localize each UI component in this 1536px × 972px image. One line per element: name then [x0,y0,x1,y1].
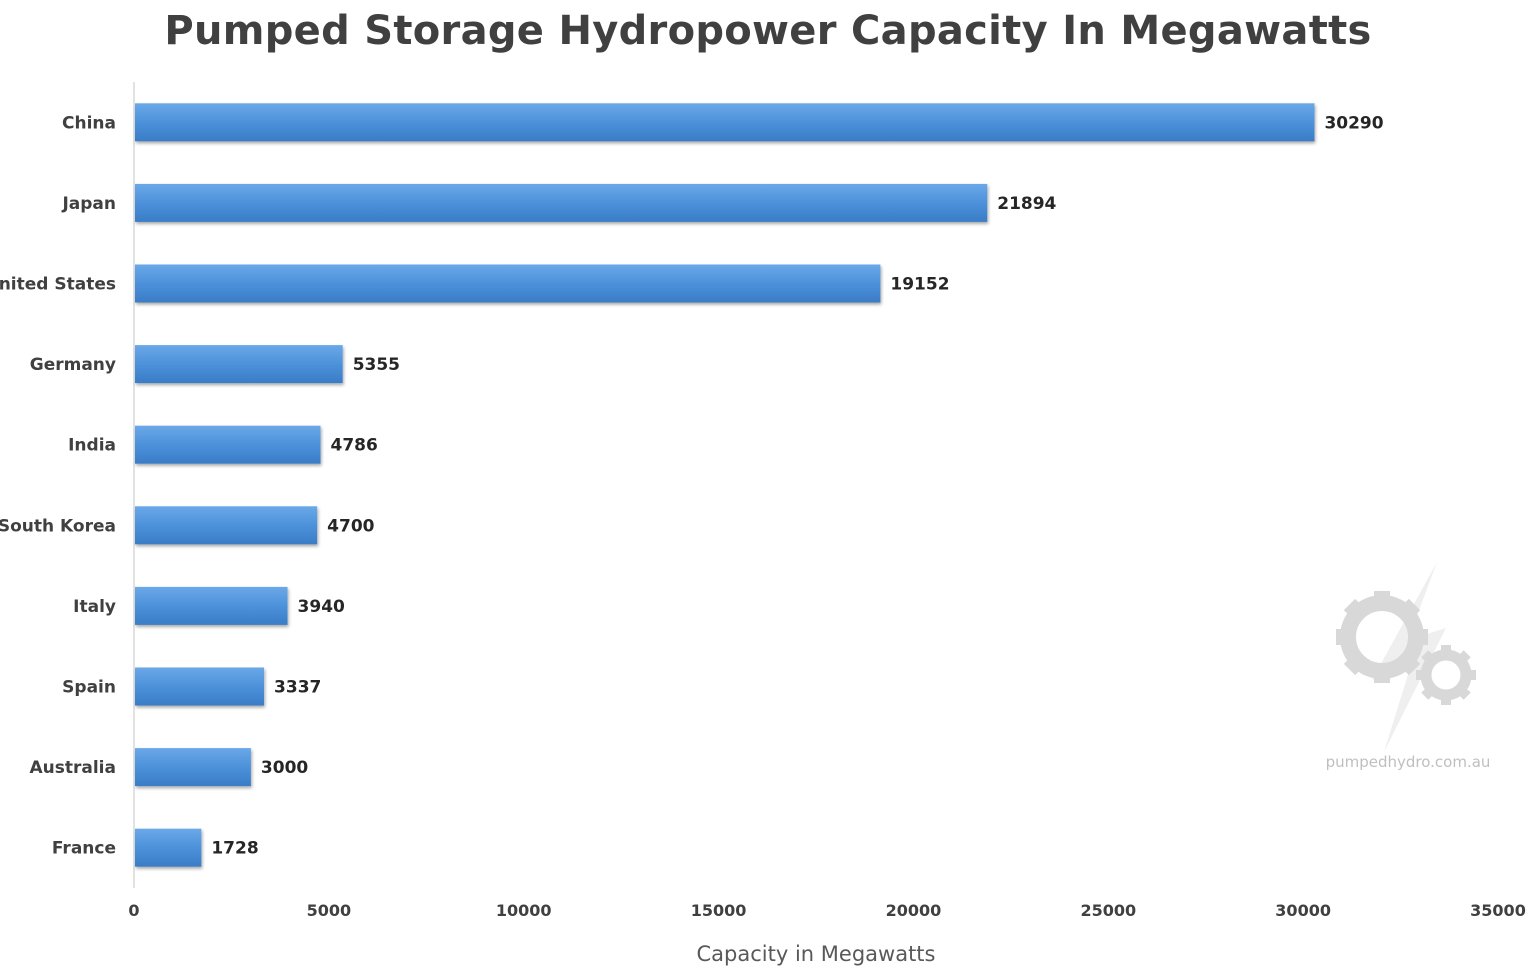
data-label: 4700 [327,516,374,536]
data-label: 3000 [261,758,308,778]
category-label: Germany [30,355,116,375]
bar [135,828,202,867]
chart-title: Pumped Storage Hydropower Capacity In Me… [164,8,1372,54]
bar [135,103,1315,142]
category-label: China [62,113,116,133]
data-label: 19152 [890,275,949,295]
bar [135,667,265,706]
bar [135,506,318,545]
watermark: pumpedhydro.com.au [1326,562,1491,771]
watermark-text: pumpedhydro.com.au [1326,753,1491,771]
category-label: Spain [62,678,116,698]
category-label: France [52,839,116,859]
bar [135,183,988,222]
x-tick-label: 25000 [1080,901,1136,920]
bar [135,586,288,625]
x-tick-label: 30000 [1275,901,1331,920]
x-ticks: 0 5000 10000 15000 20000 25000 30000 35000 [128,901,1525,920]
x-tick-label: 5000 [307,901,352,920]
gear-lightning-icon [1336,562,1476,752]
category-label: United States [0,275,116,295]
x-tick-label: 10000 [496,901,552,920]
data-label: 1728 [211,839,258,859]
data-label: 3940 [298,597,345,617]
x-tick-label: 20000 [886,901,942,920]
data-label: 21894 [997,194,1056,214]
category-label: Japan [61,194,116,214]
data-label: 30290 [1324,113,1383,133]
category-label: India [68,436,116,456]
category-label: Australia [30,758,117,778]
x-tick-label: 35000 [1470,901,1526,920]
data-label: 3337 [274,678,321,698]
data-label: 4786 [331,436,378,456]
bars: China 30290 Japan 21894 United States 19152 Ge… [0,103,1384,867]
bar [135,748,251,787]
x-tick-label: 0 [128,901,139,920]
x-axis-title: Capacity in Megawatts [697,942,936,966]
bar [135,345,343,384]
bar [135,425,321,464]
bar [135,264,881,303]
x-tick-label: 15000 [691,901,747,920]
data-label: 5355 [353,355,400,375]
category-label: Italy [73,597,116,617]
category-label: South Korea [0,516,116,536]
